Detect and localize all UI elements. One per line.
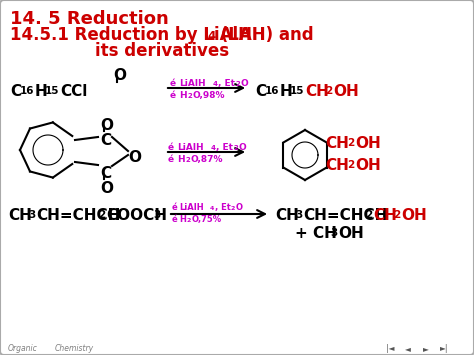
Text: 4: 4	[210, 206, 214, 211]
Text: 4: 4	[211, 146, 216, 152]
Text: 2: 2	[186, 158, 191, 164]
Text: LiAlH: LiAlH	[177, 143, 204, 152]
Text: é: é	[168, 155, 174, 164]
Text: COOCH: COOCH	[106, 208, 167, 223]
Text: CH=CHCH: CH=CHCH	[36, 208, 120, 223]
Text: C: C	[100, 133, 111, 148]
Text: H: H	[179, 215, 186, 224]
Text: Chemistry: Chemistry	[55, 344, 94, 353]
Text: LiAlH: LiAlH	[179, 79, 206, 88]
Text: 3: 3	[153, 211, 160, 220]
Text: 15: 15	[290, 87, 304, 97]
Text: ►|: ►|	[440, 344, 448, 353]
Text: + CH: + CH	[295, 226, 337, 241]
Text: 2: 2	[234, 146, 239, 152]
Text: 2: 2	[393, 211, 400, 220]
Text: OH: OH	[401, 208, 427, 223]
Text: é: é	[170, 79, 176, 88]
Text: 3: 3	[28, 211, 35, 220]
Text: , Et: , Et	[215, 203, 231, 212]
Text: O: O	[239, 143, 247, 152]
Text: C: C	[10, 84, 21, 99]
Text: é: é	[172, 215, 178, 224]
Text: 2: 2	[231, 206, 236, 211]
Text: 2: 2	[365, 211, 372, 220]
Text: C: C	[100, 166, 111, 181]
Text: OH: OH	[338, 226, 364, 241]
Text: CH: CH	[373, 208, 397, 223]
Text: OH: OH	[355, 158, 381, 173]
Text: CCl: CCl	[60, 84, 87, 99]
Text: CH: CH	[305, 84, 329, 99]
Text: O: O	[100, 181, 113, 196]
Text: OH: OH	[333, 84, 359, 99]
Text: 2: 2	[98, 211, 105, 220]
Text: O: O	[100, 118, 113, 133]
Text: CH: CH	[8, 208, 32, 223]
Text: H: H	[35, 84, 48, 99]
Text: O: O	[128, 150, 141, 165]
Text: OH: OH	[355, 136, 381, 151]
Text: 2: 2	[236, 82, 241, 87]
Text: 2: 2	[187, 218, 191, 223]
Text: 2: 2	[347, 160, 354, 170]
Text: O: O	[236, 203, 243, 212]
Text: (LAH) and: (LAH) and	[215, 26, 314, 44]
Text: , Et: , Et	[218, 79, 235, 88]
Text: its derivatives: its derivatives	[95, 42, 229, 60]
Text: H: H	[280, 84, 293, 99]
Text: 16: 16	[20, 87, 35, 97]
Text: Organic: Organic	[8, 344, 38, 353]
Text: 16: 16	[265, 87, 280, 97]
Text: 3: 3	[295, 211, 302, 220]
Text: CH: CH	[325, 136, 349, 151]
Text: O: O	[113, 68, 126, 83]
Text: |◄: |◄	[386, 344, 394, 353]
Text: 3: 3	[330, 229, 337, 239]
Text: CH=CHCH: CH=CHCH	[303, 208, 387, 223]
Text: O: O	[241, 79, 249, 88]
Text: CH: CH	[325, 158, 349, 173]
Text: CH: CH	[275, 208, 299, 223]
Text: LiAlH: LiAlH	[179, 203, 204, 212]
Text: é: é	[168, 143, 174, 152]
Text: é: é	[170, 91, 176, 100]
Text: O,87%: O,87%	[191, 155, 224, 164]
Text: ►: ►	[423, 344, 429, 353]
Text: 4: 4	[213, 82, 218, 87]
Text: H: H	[177, 155, 185, 164]
Text: 2: 2	[347, 138, 354, 148]
Text: , Et: , Et	[216, 143, 233, 152]
Text: 15: 15	[45, 87, 60, 97]
Text: 14.5.1 Reduction by LiAlH: 14.5.1 Reduction by LiAlH	[10, 26, 252, 44]
Text: ◄: ◄	[405, 344, 411, 353]
Text: é: é	[172, 203, 178, 212]
Text: H: H	[179, 91, 187, 100]
Text: 2: 2	[188, 93, 193, 99]
Text: O,98%: O,98%	[193, 91, 226, 100]
Text: 14. 5 Reduction: 14. 5 Reduction	[10, 10, 169, 28]
Text: C: C	[255, 84, 266, 99]
Text: 2: 2	[325, 87, 332, 97]
Text: O,75%: O,75%	[192, 215, 222, 224]
Text: 4: 4	[207, 30, 215, 43]
